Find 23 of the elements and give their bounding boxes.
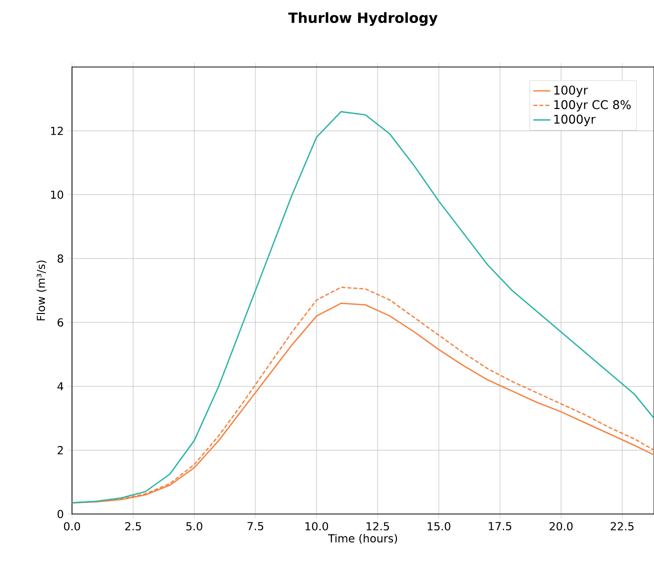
chart-title: Thurlow Hydrology: [288, 12, 438, 26]
x-tick-label: 22.5: [610, 522, 634, 530]
x-tick-label: 10.0: [305, 522, 328, 530]
legend-label: 100yr: [554, 86, 588, 97]
x-tick-label: 15.0: [428, 522, 450, 530]
y-tick-label: 6: [58, 318, 64, 327]
x-tick-label: 20.0: [550, 522, 573, 530]
y-tick-label: 8: [58, 254, 64, 263]
x-tick-label: 2.5: [125, 522, 141, 530]
x-tick-label: 12.5: [366, 522, 389, 530]
y-tick-label: 10: [51, 190, 64, 199]
legend-label: 100yr CC 8%: [554, 100, 631, 112]
x-tick-label: 0.0: [64, 522, 80, 530]
y-tick-label: 0: [58, 510, 64, 518]
legend-label: 1000yr: [554, 114, 596, 126]
x-axis-title: Time (hours): [328, 534, 398, 544]
y-tick-label: 12: [51, 126, 63, 135]
y-tick-label: 2: [58, 446, 63, 454]
y-tick-label: 4: [57, 382, 64, 390]
y-axis-title: Flow (m³/s): [36, 260, 46, 320]
x-tick-label: 17.5: [488, 522, 512, 530]
x-tick-label: 7.5: [248, 522, 264, 530]
x-tick-label: 5.0: [186, 522, 202, 530]
